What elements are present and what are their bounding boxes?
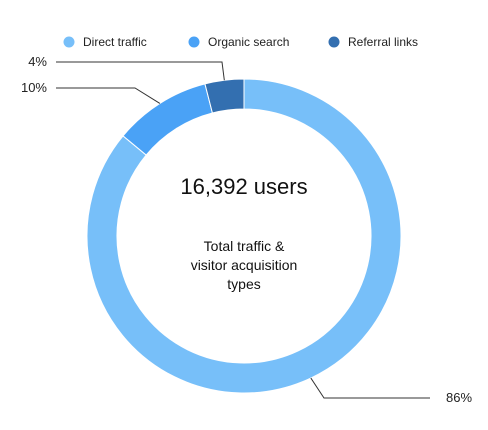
value-label-organic-search: 10% [21,80,47,95]
legend-swatch-referral-links [328,36,340,48]
value-label-direct-traffic: 86% [446,390,472,405]
slice-direct-traffic [86,78,402,394]
legend-label-referral-links: Referral links [348,35,418,49]
center-caption-line-1: Total traffic & [204,238,285,254]
legend-swatch-organic-search [188,36,200,48]
slice-labels: 86% 10% 4% [21,54,472,405]
center-caption-line-3: types [227,276,260,292]
leader-line-referral-links [56,61,225,81]
value-label-referral-links: 4% [28,54,47,69]
leader-line-organic-search [56,87,161,104]
slice-organic-search [122,83,214,156]
leader-line-direct-traffic [310,377,430,399]
donut-center: 16,392 users Total traffic & visitor acq… [180,174,307,292]
center-total-label: 16,392 users [180,174,307,199]
slice-referral-links [204,78,245,114]
legend: Direct traffic Organic search Referral lin… [63,35,418,49]
donut-slices [86,78,402,394]
legend-swatch-direct-traffic [63,36,75,48]
legend-label-direct-traffic: Direct traffic [83,35,147,49]
center-caption-line-2: visitor acquisition [191,257,298,273]
legend-label-organic-search: Organic search [208,35,289,49]
